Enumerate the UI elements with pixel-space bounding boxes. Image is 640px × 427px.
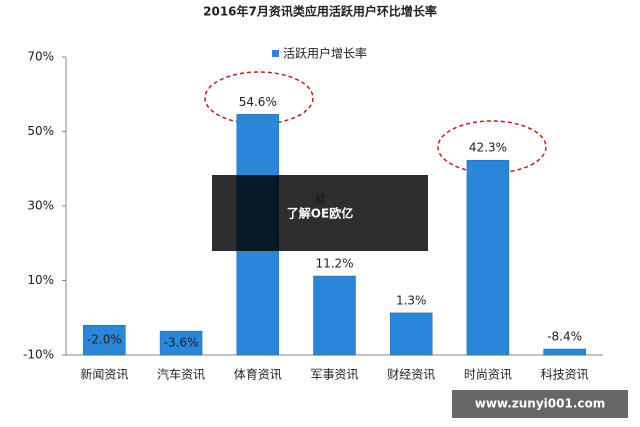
value-label: 54.6% <box>239 95 277 109</box>
y-tick-label: 50% <box>27 124 54 138</box>
banner-bg <box>212 175 428 251</box>
y-tick-label: 10% <box>27 273 54 287</box>
value-label: -2.0% <box>87 333 122 347</box>
x-tick-label: 新闻资讯 <box>80 367 128 382</box>
value-label: 42.3% <box>469 141 507 155</box>
legend-label: 活跃用户增长率 <box>283 46 367 61</box>
url-text: www.zunyi001.com <box>475 397 606 411</box>
bar <box>159 330 203 356</box>
value-label: 1.3% <box>396 293 427 307</box>
x-tick-label: 科技资讯 <box>541 368 589 382</box>
x-tick-label: 财经资讯 <box>387 368 435 382</box>
y-tick-label: 70% <box>27 50 54 64</box>
banner-text: 了解OE欧亿 <box>287 206 353 221</box>
bar <box>389 312 433 356</box>
chart-title: 2016年7月资讯类应用活跃用户环比增长率 <box>203 4 437 19</box>
x-tick-label: 军事资讯 <box>310 368 358 382</box>
legend: 活跃用户增长率 <box>272 46 367 61</box>
y-tick-label: 30% <box>27 199 54 213</box>
value-label: 11.2% <box>315 257 353 271</box>
bar <box>466 159 510 356</box>
x-tick-label: 体育资讯 <box>234 367 282 382</box>
y-tick-label: -10% <box>23 348 54 362</box>
x-tick-label: 汽车资讯 <box>157 367 205 382</box>
value-label: -3.6% <box>164 336 199 350</box>
bar <box>313 275 356 356</box>
url-bg <box>452 390 628 418</box>
legend-swatch <box>272 50 279 57</box>
value-label: -8.4% <box>547 330 582 344</box>
x-tick-label: 时尚资讯 <box>464 368 512 382</box>
bar <box>543 348 586 356</box>
bar <box>83 324 126 356</box>
